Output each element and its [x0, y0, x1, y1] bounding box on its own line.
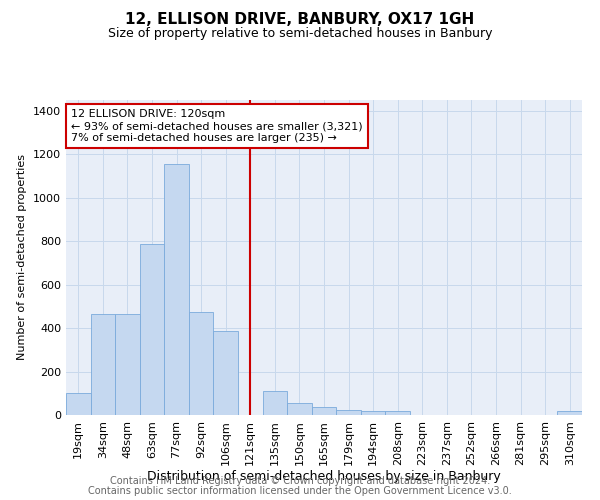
Text: Size of property relative to semi-detached houses in Banbury: Size of property relative to semi-detach… — [108, 28, 492, 40]
Bar — [189, 312, 214, 415]
Text: Contains HM Land Registry data © Crown copyright and database right 2024.: Contains HM Land Registry data © Crown c… — [110, 476, 490, 486]
Bar — [385, 410, 410, 415]
Bar — [164, 164, 189, 415]
Bar — [361, 410, 385, 415]
Y-axis label: Number of semi-detached properties: Number of semi-detached properties — [17, 154, 28, 360]
Bar — [115, 314, 140, 415]
Bar — [312, 408, 336, 415]
X-axis label: Distribution of semi-detached houses by size in Banbury: Distribution of semi-detached houses by … — [147, 470, 501, 484]
Bar — [557, 410, 582, 415]
Text: 12 ELLISON DRIVE: 120sqm
← 93% of semi-detached houses are smaller (3,321)
7% of: 12 ELLISON DRIVE: 120sqm ← 93% of semi-d… — [71, 110, 363, 142]
Bar — [140, 244, 164, 415]
Bar — [91, 314, 115, 415]
Text: Contains public sector information licensed under the Open Government Licence v3: Contains public sector information licen… — [88, 486, 512, 496]
Bar — [336, 410, 361, 415]
Bar — [287, 403, 312, 415]
Bar — [263, 391, 287, 415]
Bar — [214, 332, 238, 415]
Text: 12, ELLISON DRIVE, BANBURY, OX17 1GH: 12, ELLISON DRIVE, BANBURY, OX17 1GH — [125, 12, 475, 28]
Bar — [66, 394, 91, 415]
